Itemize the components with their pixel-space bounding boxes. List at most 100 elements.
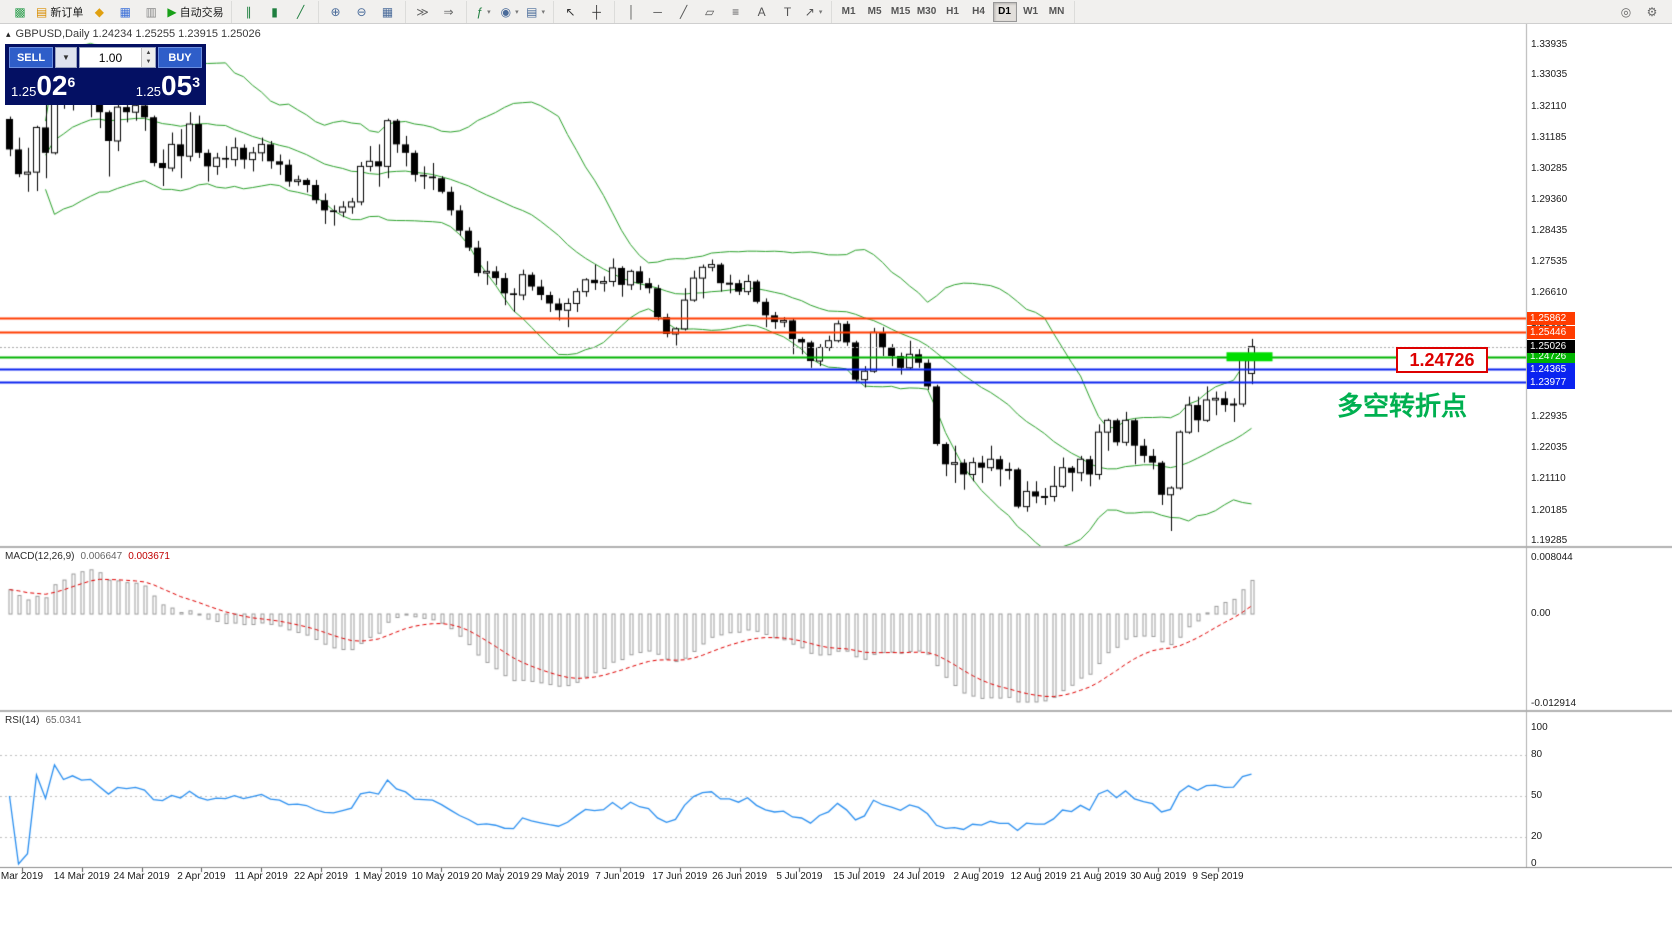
timeframe-d1-button[interactable]: D1 [992,1,1017,22]
vertical-line-icon[interactable]: │ [619,1,645,23]
chevron-down-icon: ▾ [487,8,491,16]
timeframe-mn-button[interactable]: MN [1048,6,1065,17]
rsi-panel-area[interactable] [0,713,1526,867]
rsi-scale-label: 20 [1531,830,1543,842]
macd-label: MACD(12,26,9) 0.006647 0.003671 [5,551,170,562]
timeframe-m15-button[interactable]: M15 [890,6,911,17]
bar-chart-icon[interactable]: ∥ [236,1,262,23]
rsi-scale-label: 50 [1531,790,1543,801]
price-callout[interactable]: 1.24726 [1396,347,1488,373]
bid-price-big: 02 [36,70,68,101]
auto-scroll-icon[interactable]: ≫ [410,1,436,23]
chart-shift-icon[interactable]: ⇒ [436,1,462,23]
fibonacci-icon[interactable]: ≡ [723,1,749,23]
timeframe-h1-button[interactable]: H1 [946,6,959,17]
date-label: 15 Jul 2019 [833,871,886,882]
market-watch-icon[interactable]: ▦ [112,1,138,23]
price-scale-label: 1.28435 [1531,225,1568,237]
cursor-icon[interactable]: ↖ [558,1,584,23]
main-chart-area[interactable] [0,24,1526,547]
favorites-icon[interactable]: ◆ [86,1,112,23]
line-chart-icon[interactable]: ╱ [288,1,314,23]
candlestick-chart-icon[interactable]: ▮ [262,1,288,23]
hline-price-tag[interactable]: 1.24726 [1527,350,1575,364]
settings-icon: ⚙ [1646,4,1658,19]
data-window-icon: ▥ [145,4,158,19]
sell-button[interactable]: SELL [9,47,53,68]
zoom-out-icon: ⊖ [356,4,367,19]
order-type-dropdown[interactable]: ▼ [55,47,77,68]
toolbar: ▩ ▤ 新订单 ◆ ▦ ▥ ▶ 自动交易 ∥ ▮ ╱ ⊕ ⊖ ▦ ≫ ⇒ ƒ ▾ ◉ ▾ ▤ ▾ ↖ ┼ │ ─ ╱ ▱ ≡ A T ↗ ▾ M… [0,0,1672,24]
volume-input[interactable] [79,48,141,67]
date-label: 21 Aug 2019 [1070,871,1127,882]
hline-price-tag[interactable]: 1.24365 [1527,362,1575,376]
price-scale-label: 1.32110 [1531,100,1567,112]
hline-price-tag[interactable]: 1.25446 [1527,325,1575,339]
candlestick-chart-icon: ▮ [271,4,278,19]
volume-down-button[interactable]: ▼ [142,57,155,67]
cursor-icon: ↖ [565,4,576,19]
timeframe-h4-button[interactable]: H4 [972,6,985,17]
channel-icon[interactable]: ▱ [697,1,723,23]
date-label: 24 Mar 2019 [113,871,170,882]
zoom-out-icon[interactable]: ⊖ [349,1,375,23]
date-label: 5 Jul 2019 [776,871,823,882]
settings-icon[interactable]: ⚙ [1639,1,1665,23]
timeframe-m5-button[interactable]: M5 [867,6,882,17]
date-label: 22 Apr 2019 [294,871,348,882]
vertical-line-icon: │ [627,4,636,19]
autotrade-button[interactable]: ▶ 自动交易 [164,1,226,23]
templates-icon[interactable]: ▤ ▾ [523,1,549,23]
toolbar-group-file: ▩ ▤ 新订单 ◆ ▦ ▥ ▶ 自动交易 [3,0,232,23]
rsi-scale-label: 80 [1531,749,1543,761]
zoom-in-icon[interactable]: ⊕ [323,1,349,23]
crosshair-icon: ┼ [592,4,601,19]
indicators-icon[interactable]: ƒ ▾ [471,1,497,23]
favorites-icon: ◆ [94,4,104,19]
price-scale-label: 1.26610 [1531,287,1568,298]
macd-splitter[interactable] [0,544,1672,549]
app-icon[interactable]: ▩ [7,1,33,23]
date-label: 17 Jun 2019 [652,871,708,882]
text-icon[interactable]: A [749,1,775,23]
search-icon[interactable]: ◎ [1613,1,1639,23]
new-order-button-label: 新订单 [50,6,84,19]
bid-price-prefix: 1.25 [11,84,37,99]
toolbar-group-scroll: ≫ ⇒ [406,0,467,23]
timeframe-m1-button[interactable]: M1 [841,6,856,17]
date-label: 26 Jun 2019 [712,871,768,882]
turning-point-annotation[interactable]: 多空转折点 [1337,391,1468,421]
arrows-icon[interactable]: ↗ ▾ [801,1,827,23]
label-icon[interactable]: T [775,1,801,23]
new-order-button[interactable]: ▤ 新订单 [33,1,86,23]
rsi-splitter[interactable] [0,708,1672,713]
volume-up-button[interactable]: ▲ [142,48,155,58]
trendline-icon[interactable]: ╱ [671,1,697,23]
hline-price-tag[interactable]: 1.25862 [1527,311,1575,325]
price-scale-label: 1.33935 [1531,39,1568,50]
date-label: 14 Mar 2019 [53,871,110,882]
text-icon: A [757,4,766,19]
ask-price: 1.25 05 3 [136,72,200,100]
chevron-down-icon: ▾ [818,8,823,16]
periods-icon[interactable]: ◉ ▾ [497,1,523,23]
crosshair-icon[interactable]: ┼ [584,1,610,23]
tile-windows-icon[interactable]: ▦ [375,1,401,23]
hline-price-tag[interactable]: 1.23977 [1527,375,1575,389]
data-window-icon[interactable]: ▥ [138,1,164,23]
timeframe-m30-button[interactable]: M30 [916,6,937,17]
horizontal-line-icon[interactable]: ─ [645,1,671,23]
toolbar-group-objects: │ ─ ╱ ▱ ≡ A T ↗ ▾ [615,0,832,23]
collapse-panel-icon[interactable]: ▴ [6,29,11,39]
price-scale-label: 1.19285 [1531,535,1568,546]
macd-panel-area[interactable] [0,549,1526,710]
date-label: 24 Jul 2019 [893,871,945,882]
date-label: 9 Sep 2019 [1192,871,1244,882]
buy-button[interactable]: BUY [158,47,202,68]
bid-price-pipette: 6 [67,74,76,90]
macd-signal-value: 0.003671 [128,551,170,562]
date-label: 20 May 2019 [471,871,530,882]
timeframe-w1-button[interactable]: W1 [1023,6,1039,17]
market-watch-icon: ▦ [119,4,132,19]
